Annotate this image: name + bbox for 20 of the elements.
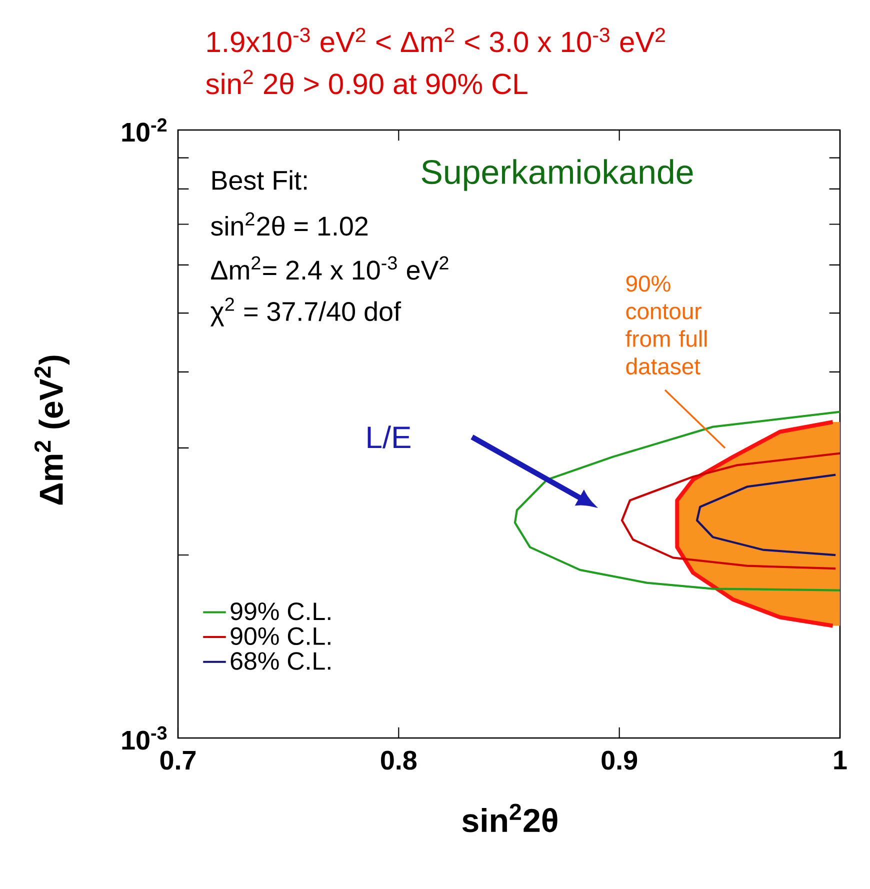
legend-label: 99% C.L. <box>230 602 330 620</box>
y-axis-title: Δm$^{2}$ (eV$^{2}$) <box>34 356 70 505</box>
annotation: L/E <box>368 426 410 448</box>
annotation: Best Fit: <box>212 170 307 190</box>
annotation: Δm$^{2}$= 2.4 x 10$^{-3}$ eV$^{2}$ <box>211 256 448 280</box>
legend-label: 68% C.L. <box>230 652 330 670</box>
annotation: Superkamiokande <box>422 159 693 191</box>
x-tick-label: 1 <box>834 750 847 770</box>
y-tick-label: 10$^{-2}$ <box>122 118 167 142</box>
y-tick-label: 10$^{-3}$ <box>122 726 167 750</box>
legend-label: 90% C.L. <box>230 627 330 646</box>
x-tick-label: 0.8 <box>381 750 417 770</box>
x-tick-label: 0.7 <box>160 750 196 770</box>
x-axis-title: sin$^{2}$2θ <box>462 804 558 832</box>
chart-title: 1.9x10$^{-3}$ eV$^{2}$ < Δm$^{2}$ < 3.0 x 10$^{-3}$ eV$^{2}$ <box>207 28 665 52</box>
x-tick-label: 0.9 <box>602 750 638 770</box>
annotation: χ$^{2}$ = 37.7/40 dof <box>210 298 402 326</box>
annotation: sin$^{2}$2θ = 1.02 <box>211 212 368 236</box>
chart-subtitle: sin$^{2}$ 2θ > 0.90 at 90% CL <box>206 70 528 94</box>
annotation: 90% contour from full dataset <box>626 275 707 375</box>
